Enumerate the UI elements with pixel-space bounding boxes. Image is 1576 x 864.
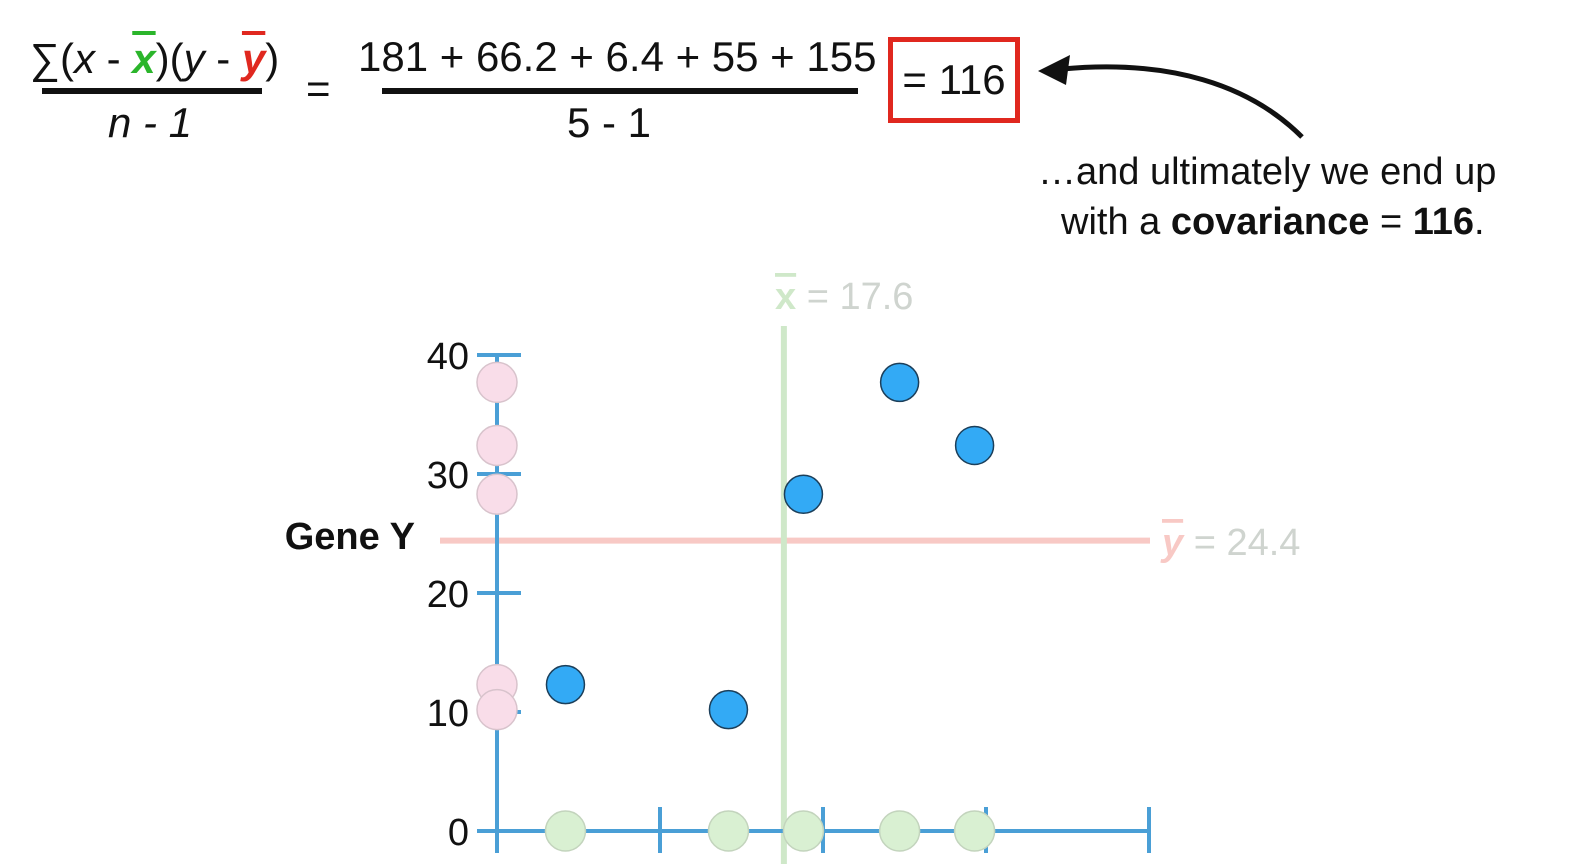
values-numerator: 181 + 66.2 + 6.4 + 55 + 155: [358, 33, 877, 80]
y-projection-point: [476, 688, 518, 731]
values-denominator: 5 - 1: [567, 99, 652, 146]
note-value: 116: [1412, 201, 1475, 243]
y-projection-point: [476, 424, 518, 467]
data-point: [708, 689, 749, 730]
var-y: y: [183, 35, 205, 82]
note-line-2: with a covariance = 116.: [1061, 201, 1485, 243]
mean-y-label: y = 24.4: [1160, 522, 1300, 564]
y-projection-point: [476, 361, 518, 404]
equals-sign: =: [306, 65, 331, 112]
minus-1: -: [94, 35, 133, 82]
var-x: x: [73, 35, 95, 82]
paren-close: ): [265, 35, 280, 82]
x-projection-point: [782, 810, 825, 852]
result-value: = 116: [902, 56, 1006, 103]
sum-symbol: ∑(: [30, 35, 74, 82]
formula-fraction-bar-right: [382, 88, 858, 94]
y-axis-label: Gene Y: [285, 516, 415, 558]
result-box: = 116: [888, 37, 1020, 123]
y-tick-label: 40: [427, 336, 469, 378]
data-point: [783, 474, 824, 514]
formula-fraction-bar-left: [42, 88, 262, 94]
y-tick-label: 0: [448, 812, 469, 854]
x-projection-point: [707, 810, 750, 852]
x-projection-point: [878, 810, 921, 852]
y-tick-label: 10: [427, 693, 469, 735]
x-projection-point: [953, 810, 996, 852]
data-point: [954, 425, 995, 466]
data-point: [545, 664, 586, 705]
mean-x-symbol: x: [132, 35, 156, 82]
minus-2: -: [204, 35, 242, 82]
y-tick-label: 20: [427, 574, 469, 616]
x-projection-point: [544, 810, 587, 852]
formula-numerator: ∑(x - x)(y - y): [30, 38, 279, 80]
arrow-icon: [1038, 55, 1304, 139]
y-tick-label: 30: [427, 455, 469, 497]
data-point: [879, 362, 920, 403]
mean-x-label: x = 17.6: [775, 276, 913, 318]
note-line-1: …and ultimately we end up: [1038, 151, 1497, 193]
formula-denominator: n - 1: [108, 99, 193, 146]
note-covariance: covariance: [1170, 201, 1370, 243]
mean-y-symbol: y: [241, 35, 266, 82]
y-projection-point: [476, 473, 518, 515]
paren-mid: )(: [155, 35, 184, 82]
